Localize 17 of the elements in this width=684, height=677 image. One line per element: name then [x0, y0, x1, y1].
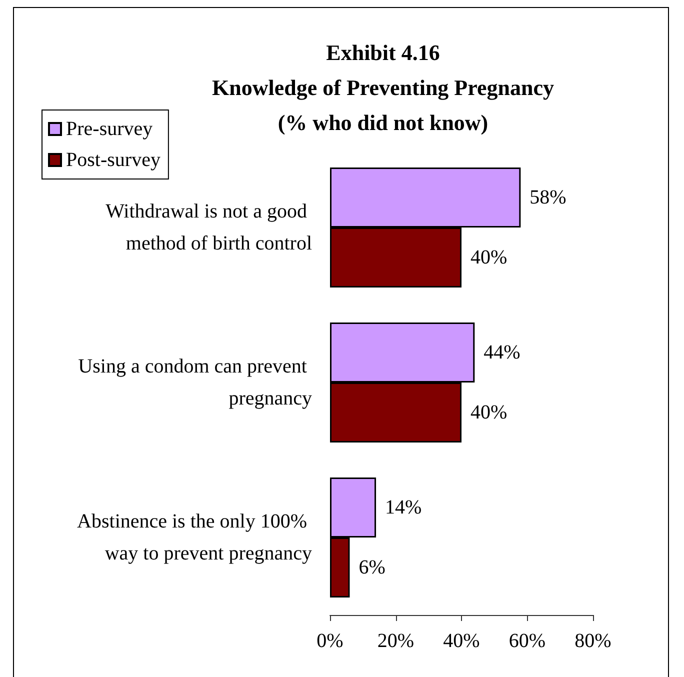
data-label: 40%: [470, 402, 508, 424]
legend-label: Post-survey: [66, 149, 160, 171]
x-tick-label: 80%: [574, 630, 612, 652]
data-label: 44%: [484, 342, 520, 364]
data-label: 6%: [358, 556, 386, 578]
x-tick-label: 40%: [443, 630, 480, 652]
legend-label: Pre-survey: [66, 118, 153, 140]
y-tick-label: Abstinence is the only 100% way to prevent pregnancy: [77, 510, 312, 564]
x-tick-label: 20%: [377, 630, 414, 652]
y-tick-label: Using a condom can prevent pregnancy: [78, 356, 312, 410]
chart-title: Exhibit 4.16 Knowledge of Preventing Pregnancy (% who did not know): [212, 40, 554, 135]
data-label: 58%: [530, 186, 566, 208]
y-tick-label: Withdrawal is not a good method of birth control: [106, 200, 312, 254]
data-label: 14%: [385, 496, 422, 518]
x-tick-label: 60%: [508, 630, 546, 652]
data-label: 40%: [470, 246, 508, 268]
x-tick-label: 0%: [316, 630, 344, 652]
